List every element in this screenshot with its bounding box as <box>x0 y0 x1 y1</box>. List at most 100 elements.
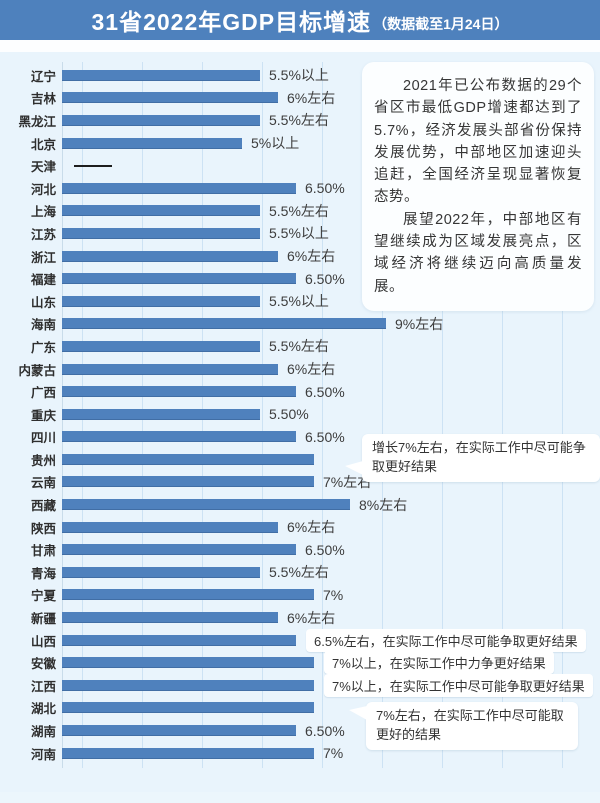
gdp-target-bar <box>62 476 314 488</box>
chart-row: 黑龙江 5.5%左右 <box>0 109 600 132</box>
bar-track: 5.5%以上 <box>62 222 600 245</box>
chart-row: 湖南 6.50% <box>0 719 600 742</box>
value-label: 6.50% <box>305 541 345 558</box>
callout-guizhou-text: 增长7%左右，在实际工作中尽可能争取更好结果 <box>372 440 586 474</box>
value-label: 6%左右 <box>287 609 336 626</box>
province-label: 浙江 <box>30 250 56 265</box>
province-label: 宁夏 <box>30 589 56 604</box>
province-label: 上海 <box>30 205 56 220</box>
chart-row: 四川 6.50% <box>0 426 600 449</box>
chart-row: 浙江 6%左右 <box>0 245 600 268</box>
bar-track: 7% <box>62 584 600 607</box>
value-label: 6.50% <box>305 383 345 400</box>
bar-track: 5.5%左右 <box>62 109 600 132</box>
chart-row: 新疆 6%左右 <box>0 606 600 629</box>
bar-track: 5.50% <box>62 403 600 426</box>
value-label: 5.5%左右 <box>269 564 329 581</box>
bar-track: 7%以上，在实际工作中力争更好结果 <box>62 651 600 675</box>
value-label: 5.5%以上 <box>269 293 329 310</box>
bottom-strip <box>0 792 600 803</box>
gdp-target-bar <box>62 657 314 669</box>
gdp-target-bar <box>62 386 296 398</box>
value-label: 5.5%以上 <box>269 67 329 84</box>
chart-row: 青海 5.5%左右 <box>0 561 600 584</box>
callout-tail-icon <box>345 460 363 475</box>
value-label: 6.5%左右，在实际工作中尽可能争取更好结果 <box>306 628 586 652</box>
bar-chart: 辽宁 5.5%以上 吉林 6%左右 黑龙江 5.5%左右 北京 5%以上 天津 <box>0 64 600 764</box>
province-label: 河北 <box>30 182 56 197</box>
chart-row: 吉林 6%左右 <box>0 87 600 110</box>
summary-paragraph-2: 展望2022年，中部地区有望继续成为区域发展亮点，区域经济将继续迈向高质量发展。 <box>374 211 582 295</box>
no-data-dash <box>74 164 112 167</box>
bar-track: 6.50% <box>62 267 600 290</box>
province-label: 内蒙古 <box>18 363 56 378</box>
value-label: 5%以上 <box>251 135 300 152</box>
bar-track: 6.50% <box>62 177 600 200</box>
bar-track: 5.5%左右 <box>62 335 600 358</box>
gdp-target-bar <box>62 92 278 104</box>
gdp-target-bar <box>62 69 260 81</box>
gdp-target-bar <box>62 634 296 646</box>
value-label: 6.50% <box>305 428 345 445</box>
province-label: 陕西 <box>30 521 56 536</box>
value-label: 9%左右 <box>395 315 444 332</box>
province-label: 吉林 <box>30 92 56 107</box>
chart-row: 宁夏 7% <box>0 584 600 607</box>
callout-hubei: 7%左右，在实际工作中尽可能取更好的结果 <box>349 702 578 750</box>
gdp-target-bar <box>62 453 314 465</box>
gdp-target-bar <box>62 182 296 194</box>
province-label: 辽宁 <box>30 69 56 84</box>
value-label: 5.5%以上 <box>269 225 329 242</box>
chart-row: 天津 <box>0 154 600 177</box>
gdp-target-bar <box>62 566 260 578</box>
chart-row: 广西 6.50% <box>0 380 600 403</box>
value-label: 6%左右 <box>287 519 336 536</box>
value-label: 7%以上，在实际工作中力争更好结果 <box>324 651 554 675</box>
province-label: 天津 <box>30 160 56 175</box>
gdp-target-bar <box>62 521 278 533</box>
province-label: 山东 <box>30 295 56 310</box>
province-label: 海南 <box>30 318 56 333</box>
value-label: 6%左右 <box>287 248 336 265</box>
chart-row: 西藏 8%左右 <box>0 493 600 516</box>
bar-track: 6%左右 <box>62 87 600 110</box>
bar-track: 5.5%左右 <box>62 561 600 584</box>
bar-track: 5.5%左右 <box>62 200 600 223</box>
province-label: 安徽 <box>30 657 56 672</box>
province-label: 黑龙江 <box>18 114 56 129</box>
province-label: 青海 <box>30 566 56 581</box>
chart-row: 海南 9%左右 <box>0 313 600 336</box>
bar-track: 6%左右 <box>62 358 600 381</box>
value-label: 6.50% <box>305 180 345 197</box>
title-bar: 31省2022年GDP目标增速 （数据截至1月24日） <box>0 0 600 40</box>
chart-row: 湖北 <box>0 697 600 720</box>
chart-row: 辽宁 5.5%以上 <box>0 64 600 87</box>
summary-textbox: 2021年已公布数据的29个省区市最低GDP增速都达到了5.7%，经济发展头部省… <box>362 62 594 311</box>
value-label: 5.5%左右 <box>269 202 329 219</box>
callout-guizhou: 增长7%左右，在实际工作中尽可能争取更好结果 <box>345 434 600 482</box>
province-label: 江苏 <box>30 227 56 242</box>
province-label: 河南 <box>30 747 56 762</box>
value-label: 5.50% <box>269 406 309 423</box>
province-label: 福建 <box>30 273 56 288</box>
page-title: 31省2022年GDP目标增速 <box>91 9 372 35</box>
bar-track: 7%左右 <box>62 471 600 494</box>
value-label: 6%左右 <box>287 89 336 106</box>
province-label: 西藏 <box>30 499 56 514</box>
gdp-target-bar <box>62 318 386 330</box>
gdp-target-bar <box>62 137 242 149</box>
province-label: 新疆 <box>30 612 56 627</box>
bar-track: 6.50% <box>62 380 600 403</box>
value-label: 6.50% <box>305 270 345 287</box>
province-label: 湖南 <box>30 725 56 740</box>
bar-track: 6.50% <box>62 426 600 449</box>
province-label: 重庆 <box>30 408 56 423</box>
gdp-target-bar <box>62 408 260 420</box>
province-label: 贵州 <box>30 453 56 468</box>
province-label: 江西 <box>30 679 56 694</box>
bar-track: 5%以上 <box>62 132 600 155</box>
value-label: 6%左右 <box>287 361 336 378</box>
gdp-target-bar <box>62 499 350 511</box>
chart-row: 江西 7%以上，在实际工作中尽可能争取更好结果 <box>0 673 600 697</box>
chart-row: 安徽 7%以上，在实际工作中力争更好结果 <box>0 651 600 675</box>
